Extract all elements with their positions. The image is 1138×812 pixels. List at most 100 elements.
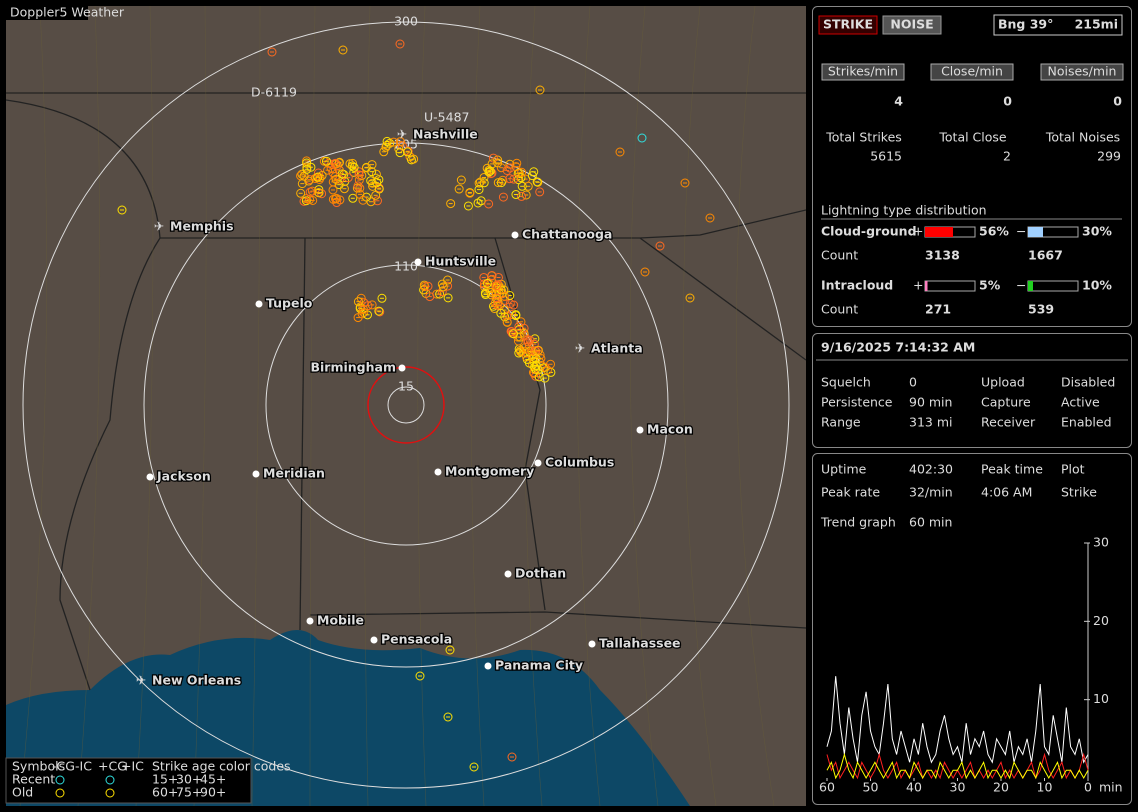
strike-symbol — [372, 196, 382, 206]
legend-text: +IC — [121, 759, 144, 774]
strike-symbol — [469, 762, 479, 772]
city-label: Macon — [647, 422, 693, 437]
rate-value: 0 — [1113, 94, 1122, 109]
strike-symbol — [540, 373, 550, 383]
total-value: 299 — [1097, 149, 1121, 164]
strike-symbol — [480, 288, 490, 298]
state-border — [494, 237, 546, 611]
strike-symbol — [517, 181, 527, 191]
city-label: Panama City — [495, 658, 583, 673]
strike-symbol — [519, 323, 529, 333]
setting-label: Receiver — [981, 415, 1036, 430]
stat-value: 402:30 — [909, 462, 953, 477]
stat-label: Peak time — [981, 462, 1043, 477]
trend-line — [826, 676, 1089, 764]
strike-symbol — [395, 137, 405, 147]
trend-line — [826, 752, 1089, 780]
strike-symbol — [446, 199, 456, 209]
strike-symbol — [409, 154, 419, 164]
strike-symbol — [516, 173, 526, 183]
strike-symbol — [358, 304, 368, 314]
county-road — [135, 6, 154, 806]
legend-text: Strike age color codes — [152, 759, 291, 774]
strike-symbol — [425, 292, 435, 302]
type-name: Cloud-ground — [821, 224, 917, 239]
strike-symbol — [338, 45, 348, 55]
strike-symbol — [514, 322, 524, 332]
strike-symbol — [443, 281, 453, 291]
noise-button[interactable] — [882, 15, 942, 35]
strike-symbol — [361, 163, 371, 173]
strike-symbol — [308, 195, 318, 205]
legend-age: 75+ — [176, 785, 202, 800]
strike-symbol — [324, 158, 334, 168]
x-tick-label: 50 — [863, 780, 879, 795]
city-dot — [414, 258, 422, 266]
strike-button[interactable] — [818, 15, 878, 35]
city-dot — [484, 662, 492, 670]
stat-label: Trend graph — [820, 515, 896, 530]
city-dot — [370, 636, 378, 644]
strike-symbol — [532, 177, 542, 187]
rate-header — [1040, 63, 1124, 81]
state-border — [6, 99, 161, 691]
county-road — [251, 6, 261, 806]
state-border — [160, 209, 806, 239]
city-label: Huntsville — [425, 254, 496, 269]
x-tick-label: 20 — [993, 780, 1009, 795]
legend-age: 15+ — [152, 772, 178, 787]
strike-symbol — [382, 136, 392, 146]
stat-value: 32/min — [909, 485, 953, 500]
strike-symbol — [528, 351, 538, 361]
strike-symbol — [511, 190, 521, 200]
strike-symbol — [534, 372, 544, 382]
strike-symbol — [348, 193, 358, 203]
total-value: 2 — [1003, 149, 1011, 164]
range-ring — [265, 264, 547, 546]
county-road — [193, 6, 207, 806]
button-label: NOISE — [890, 17, 933, 32]
bar — [1028, 281, 1033, 291]
city-label: Birmingham — [311, 360, 397, 375]
city-dot — [434, 468, 442, 476]
airport-icon: ✈ — [575, 341, 585, 356]
strike-symbol — [355, 189, 365, 199]
strike-symbol — [502, 311, 512, 321]
strike-symbol — [531, 371, 541, 381]
strike-symbol — [305, 187, 315, 197]
setting-label: Persistence — [821, 395, 893, 410]
legend-box — [5, 757, 252, 804]
city-label: New Orleans — [152, 673, 241, 688]
legend-text: -IC — [75, 759, 92, 774]
county-road — [77, 6, 101, 806]
city-label: Atlanta — [591, 341, 643, 356]
city-label: Tallahassee — [599, 636, 681, 651]
strike-symbol — [304, 176, 314, 186]
total-value: 5615 — [870, 149, 902, 164]
strike-symbol — [267, 47, 277, 57]
strike-symbol — [502, 165, 512, 175]
strike-symbol — [474, 185, 484, 195]
range-label: 300 — [394, 14, 418, 29]
station-label: D-6119 — [251, 85, 297, 100]
type-name: Intracloud — [821, 278, 893, 293]
rate-label: Noises/min — [1048, 64, 1117, 79]
strike-symbol — [486, 288, 496, 298]
panel-box — [812, 333, 1132, 448]
strike-symbol — [533, 177, 543, 187]
strike-symbol — [339, 184, 349, 194]
strike-symbol — [443, 293, 453, 303]
setting-label: Capture — [981, 395, 1031, 410]
strike-symbol — [367, 300, 377, 310]
city-label: Pensacola — [381, 632, 452, 647]
x-tick-label: 30 — [950, 780, 966, 795]
stat-label: Uptime — [821, 462, 867, 477]
strike-symbol — [499, 291, 509, 301]
strike-symbol — [509, 329, 519, 339]
strike-symbol — [437, 279, 447, 289]
rate-label: Strikes/min — [828, 64, 898, 79]
strike-symbol — [395, 39, 405, 49]
strike-symbol — [640, 267, 650, 277]
strike-symbol — [317, 171, 327, 181]
